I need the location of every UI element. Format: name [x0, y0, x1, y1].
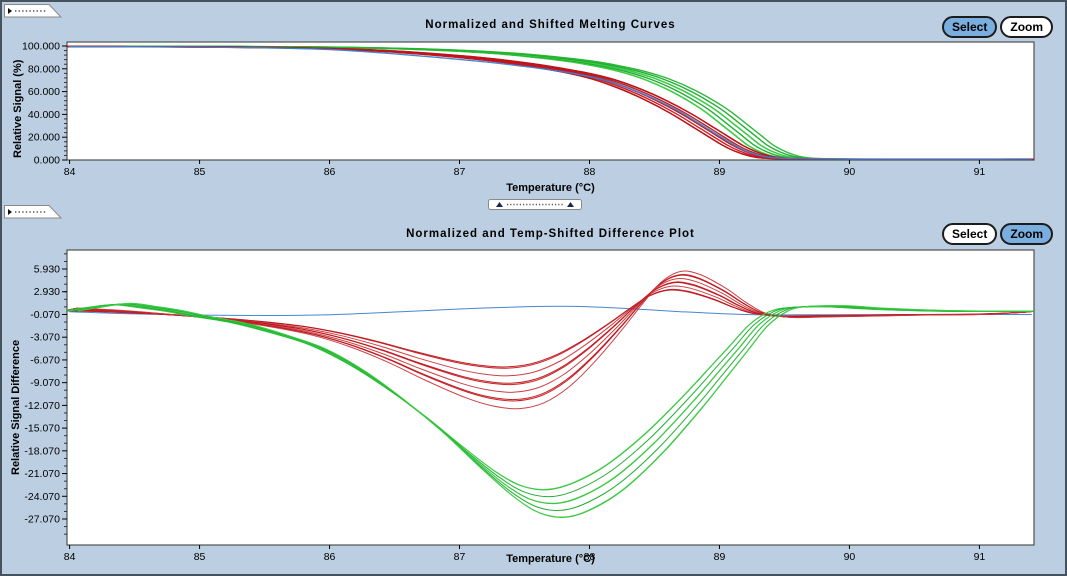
collapse-handle-middle[interactable]: [4, 205, 68, 219]
difference-plot-buttons: Select Zoom: [942, 223, 1054, 245]
svg-text:-18.070: -18.070: [24, 445, 60, 457]
temp-shift-slider[interactable]: [488, 199, 582, 210]
svg-text:2.930: 2.930: [34, 286, 60, 298]
melting-xlabel: Temperature (°C): [506, 182, 595, 194]
svg-text:91: 91: [974, 551, 986, 563]
svg-text:91: 91: [974, 166, 986, 178]
svg-text:5.930: 5.930: [34, 264, 60, 276]
melting-curves-title: Normalized and Shifted Melting Curves: [425, 19, 676, 31]
svg-text:40.000: 40.000: [28, 109, 60, 121]
svg-text:90: 90: [844, 551, 856, 563]
svg-text:89: 89: [714, 551, 726, 563]
svg-text:-3.070: -3.070: [30, 332, 60, 344]
svg-text:-9.070: -9.070: [30, 377, 60, 389]
difference-xlabel: Temperature (°C): [506, 553, 595, 565]
difference-plot[interactable]: 5.930 2.930 -0.070 -3.070 -6.070 -9.070 -12.07…: [2, 242, 1067, 572]
svg-text:20.000: 20.000: [28, 132, 60, 144]
svg-text:88: 88: [584, 166, 596, 178]
svg-text:89: 89: [714, 166, 726, 178]
svg-text:-21.070: -21.070: [24, 468, 60, 480]
svg-text:-6.070: -6.070: [30, 354, 60, 366]
melting-curves-plot[interactable]: 100.000 80.000 60.000 40.000 20.000 0.000 84 85…: [2, 34, 1067, 186]
select-button-top[interactable]: Select: [942, 16, 998, 38]
svg-text:87: 87: [454, 166, 466, 178]
svg-text:86: 86: [324, 551, 336, 563]
svg-text:86: 86: [324, 166, 336, 178]
svg-text:0.000: 0.000: [34, 155, 60, 167]
svg-text:84: 84: [64, 551, 76, 563]
svg-text:-27.070: -27.070: [24, 514, 60, 526]
select-button-bottom[interactable]: Select: [942, 223, 998, 245]
collapse-handle-icon: [4, 4, 63, 18]
svg-text:-15.070: -15.070: [24, 423, 60, 435]
svg-text:84: 84: [64, 166, 76, 178]
svg-text:85: 85: [194, 551, 206, 563]
svg-text:-12.070: -12.070: [24, 400, 60, 412]
svg-text:100.000: 100.000: [22, 40, 60, 52]
svg-text:-24.070: -24.070: [24, 491, 60, 503]
svg-text:-0.070: -0.070: [30, 309, 60, 321]
slider-icon: [488, 199, 582, 210]
svg-text:60.000: 60.000: [28, 86, 60, 98]
up-triangle-icon-right: [567, 202, 574, 207]
melting-curves-buttons: Select Zoom: [942, 16, 1054, 38]
collapse-handle-top[interactable]: [4, 4, 68, 18]
zoom-button-top[interactable]: Zoom: [1000, 16, 1054, 38]
svg-text:90: 90: [844, 166, 856, 178]
difference-plot-title: Normalized and Temp-Shifted Difference P…: [406, 228, 695, 240]
svg-text:88: 88: [584, 551, 596, 563]
collapse-handle-icon: [4, 205, 63, 219]
svg-text:87: 87: [454, 551, 466, 563]
up-triangle-icon-left: [496, 202, 503, 207]
zoom-button-bottom[interactable]: Zoom: [1000, 223, 1054, 245]
svg-text:85: 85: [194, 166, 206, 178]
svg-text:80.000: 80.000: [28, 63, 60, 75]
